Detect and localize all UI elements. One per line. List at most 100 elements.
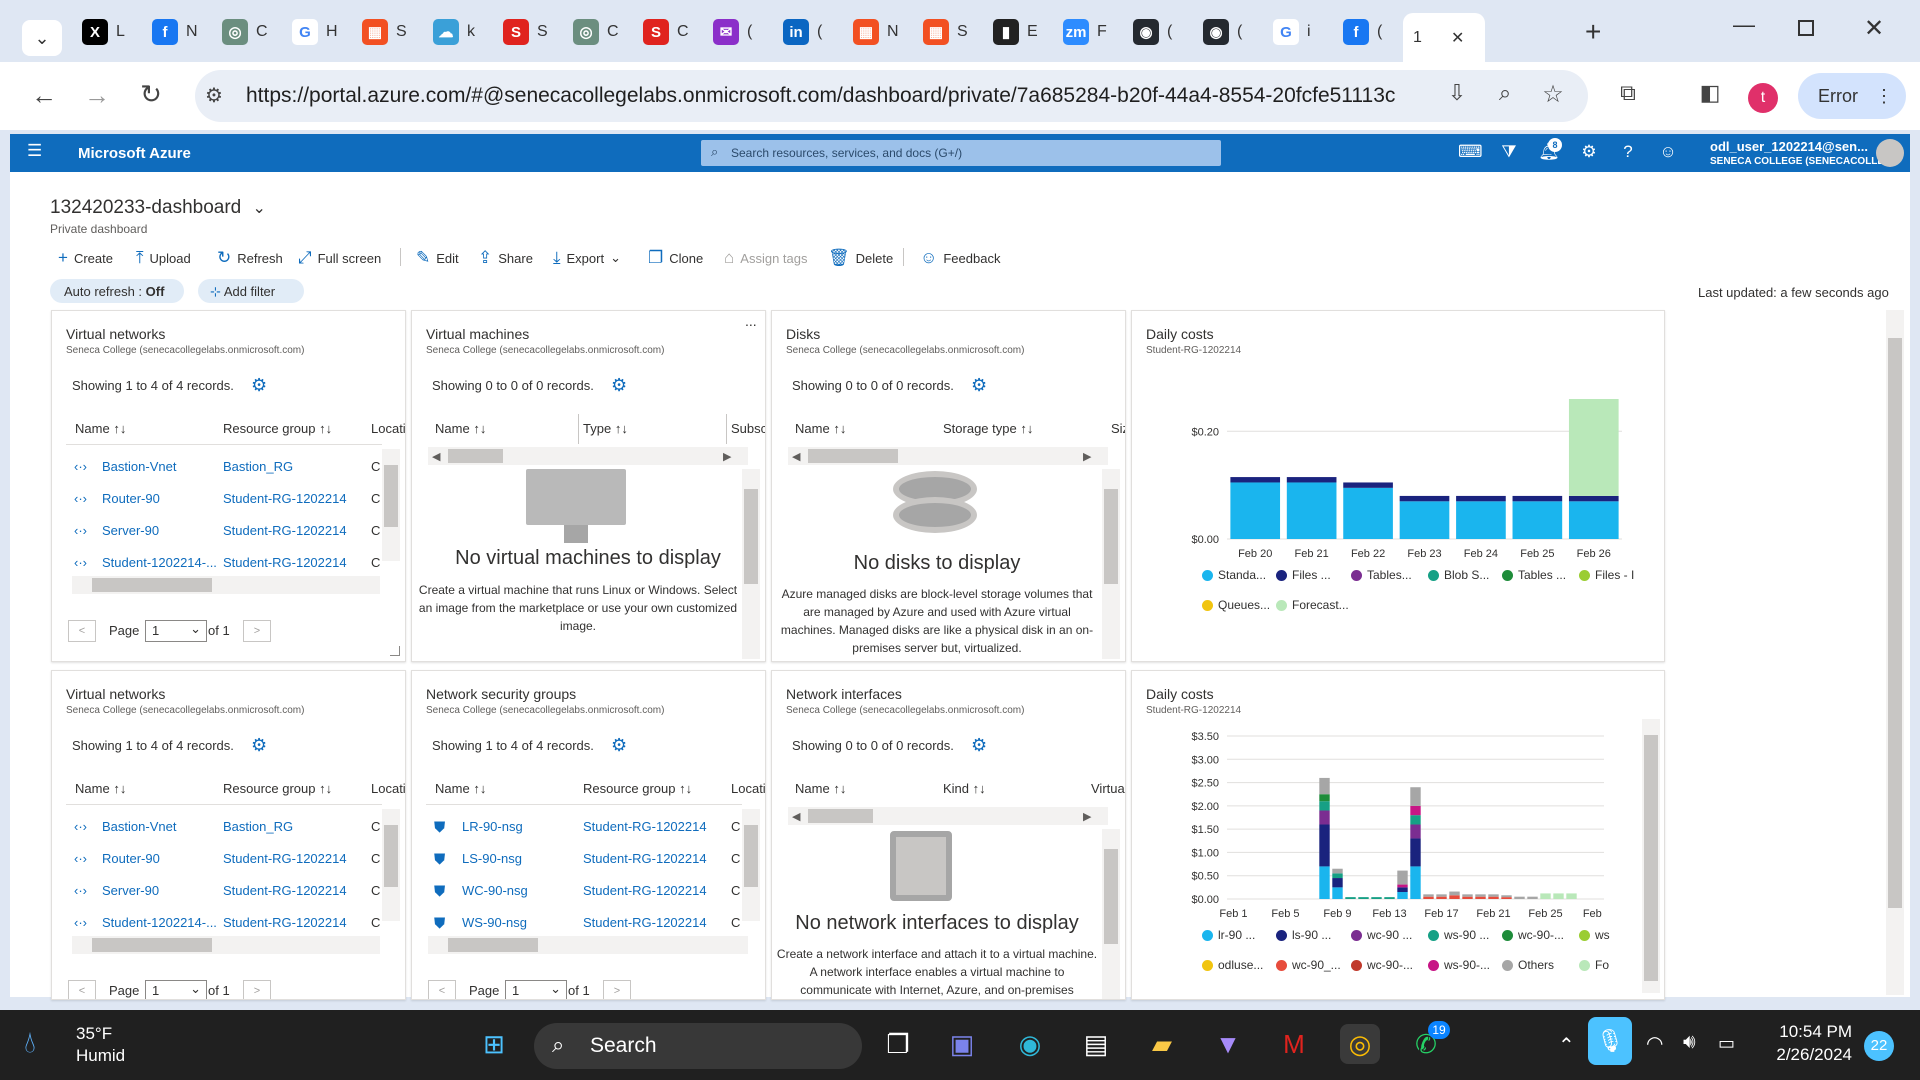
- browser-tab[interactable]: ▦ N: [843, 13, 917, 51]
- scrollbar-thumb[interactable]: [744, 489, 758, 584]
- page-scrollbar[interactable]: [1886, 310, 1904, 995]
- row-name-link[interactable]: LS-90-nsg: [462, 851, 522, 866]
- bar-segment[interactable]: [1410, 787, 1421, 806]
- legend-item[interactable]: Tables ...: [1502, 568, 1566, 582]
- bar-segment[interactable]: [1475, 896, 1486, 899]
- prev-page-button[interactable]: <: [68, 620, 96, 642]
- share-button[interactable]: ⇪ Share: [478, 248, 533, 268]
- prev-page-button[interactable]: <: [428, 980, 456, 999]
- row-resource-group-link[interactable]: Student-RG-1202214: [583, 819, 707, 834]
- legend-item[interactable]: ls-90 ...: [1276, 928, 1331, 942]
- column-header-virtual-machine[interactable]: Virtua: [1091, 781, 1125, 796]
- bar-segment[interactable]: [1410, 824, 1421, 839]
- row-resource-group-link[interactable]: Student-RG-1202214: [583, 883, 707, 898]
- azure-search-input[interactable]: ⌕ Search resources, services, and docs (…: [701, 140, 1221, 166]
- close-tab-icon[interactable]: ✕: [1451, 29, 1465, 47]
- vertical-scrollbar[interactable]: [742, 809, 760, 921]
- next-page-button[interactable]: >: [243, 980, 271, 999]
- windows-start-icon[interactable]: ⊞: [483, 1028, 505, 1059]
- bar-segment[interactable]: [1397, 887, 1408, 893]
- bar-segment[interactable]: [1332, 878, 1343, 888]
- next-page-button[interactable]: >: [603, 980, 631, 999]
- delete-button[interactable]: 🗑︎ Delete: [828, 248, 893, 268]
- daily-costs-chart[interactable]: $0.00 $0.50 $1.00 $1.50 $2.00 $2.50 $3.00 $3.50…: [1132, 727, 1665, 917]
- bar-segment[interactable]: [1319, 801, 1330, 811]
- bar-segment[interactable]: [1410, 838, 1421, 867]
- bar-segment[interactable]: [1397, 884, 1408, 888]
- chevron-up-icon[interactable]: ⌃: [1558, 1035, 1575, 1057]
- column-header-subscription[interactable]: Subsc: [731, 421, 766, 436]
- table-row[interactable]: ‹·› Router-90 Student-RG-1202214 C: [52, 487, 380, 511]
- legend-item[interactable]: wc-90_...: [1276, 958, 1341, 972]
- horizontal-scrollbar[interactable]: [788, 447, 1108, 465]
- user-avatar[interactable]: [1876, 139, 1904, 167]
- column-header-location[interactable]: Locati: [371, 781, 406, 796]
- bar-segment[interactable]: [1319, 794, 1330, 802]
- mcafee-icon[interactable]: M: [1283, 1028, 1305, 1059]
- browser-tab[interactable]: ◉(: [1193, 13, 1267, 51]
- table-row[interactable]: ‹·› Student-1202214-... Student-RG-1202214…: [52, 911, 380, 935]
- bar-segment[interactable]: [1475, 894, 1486, 897]
- browser-tab[interactable]: in (: [773, 13, 847, 51]
- browser-tab[interactable]: f(: [1333, 13, 1407, 51]
- gear-icon[interactable]: ⚙: [971, 375, 988, 395]
- directory-filter-icon[interactable]: ⧩: [1501, 142, 1517, 161]
- table-row[interactable]: ⛊ LS-90-nsg Student-RG-1202214 C: [412, 847, 740, 871]
- bar-segment[interactable]: [1514, 896, 1525, 899]
- azure-user-name[interactable]: odl_user_1202214@sen...: [1710, 139, 1868, 154]
- extensions-icon[interactable]: ⧉: [1620, 80, 1636, 105]
- bar-segment[interactable]: [1410, 815, 1421, 825]
- bar-segment[interactable]: [1410, 866, 1421, 899]
- legend-item[interactable]: Standa...: [1202, 568, 1266, 582]
- help-icon[interactable]: ?: [1623, 142, 1633, 161]
- row-resource-group-link[interactable]: Student-RG-1202214: [583, 851, 707, 866]
- table-row[interactable]: ‹·› Bastion-Vnet Bastion_RG C: [52, 815, 380, 839]
- bar-segment[interactable]: [1553, 893, 1564, 899]
- legend-item[interactable]: lr-90 ...: [1202, 928, 1255, 942]
- scrollbar-thumb[interactable]: [744, 825, 758, 887]
- bar-segment[interactable]: [1345, 897, 1356, 899]
- row-resource-group-link[interactable]: Student-RG-1202214: [223, 523, 347, 538]
- scrollbar-thumb[interactable]: [384, 465, 398, 527]
- horizontal-scrollbar[interactable]: [72, 576, 380, 594]
- add-filter-button[interactable]: ⊹ Add filter: [198, 279, 304, 303]
- scrollbar-thumb[interactable]: [1644, 735, 1658, 981]
- scroll-left-icon[interactable]: ◀: [432, 451, 441, 463]
- daily-costs-chart[interactable]: $0.00 $0.20 Feb 20 Feb 21 Feb 22 Feb 23 Feb 24…: [1132, 389, 1665, 589]
- bar-segment[interactable]: [1512, 501, 1563, 539]
- page-select[interactable]: 1 ⌄: [505, 980, 567, 999]
- column-header-name[interactable]: Name ↑↓: [75, 421, 126, 436]
- bar-segment[interactable]: [1397, 892, 1408, 899]
- legend-item[interactable]: Tables...: [1351, 568, 1412, 582]
- row-name-link[interactable]: Server-90: [102, 883, 160, 898]
- row-name-link[interactable]: Bastion-Vnet: [102, 819, 177, 834]
- forward-button[interactable]: →: [84, 80, 110, 110]
- bar-segment[interactable]: [1319, 866, 1330, 899]
- refresh-button[interactable]: ↻ Refresh: [217, 248, 283, 268]
- table-row[interactable]: ‹·› Server-90 Student-RG-1202214 C: [52, 879, 380, 903]
- minimize-button[interactable]: —: [1733, 12, 1755, 37]
- column-header-name[interactable]: Name ↑↓: [75, 781, 126, 796]
- row-name-link[interactable]: WC-90-nsg: [462, 883, 528, 898]
- address-bar[interactable]: [195, 70, 1588, 122]
- row-name-link[interactable]: Server-90: [102, 523, 160, 538]
- table-row[interactable]: ‹·› Student-1202214-... Student-RG-1202214…: [52, 551, 380, 575]
- bar-segment[interactable]: [1456, 501, 1506, 539]
- weather-widget[interactable]: 💧︎ 35°F Humid: [24, 1022, 144, 1072]
- teams-icon[interactable]: ▣: [949, 1028, 975, 1059]
- notification-count-badge[interactable]: 22: [1864, 1031, 1894, 1061]
- gear-icon[interactable]: ⚙: [971, 735, 988, 755]
- error-button[interactable]: Error ⋮: [1798, 73, 1906, 119]
- bar-segment[interactable]: [1286, 482, 1337, 539]
- bar-segment[interactable]: [1501, 897, 1512, 899]
- bar-segment[interactable]: [1397, 870, 1408, 885]
- column-header-name[interactable]: Name ↑↓: [795, 421, 846, 436]
- browser-tab[interactable]: ✉(: [703, 13, 777, 51]
- bar-segment[interactable]: [1423, 894, 1434, 897]
- url-text[interactable]: https://portal.azure.com/#@senecacollege…: [246, 84, 1396, 107]
- feedback-icon[interactable]: ☺: [1659, 142, 1677, 161]
- azure-brand[interactable]: Microsoft Azure: [78, 145, 191, 162]
- bar-segment[interactable]: [1449, 895, 1460, 899]
- row-resource-group-link[interactable]: Bastion_RG: [223, 459, 294, 474]
- task-view-icon[interactable]: ❐: [886, 1028, 910, 1059]
